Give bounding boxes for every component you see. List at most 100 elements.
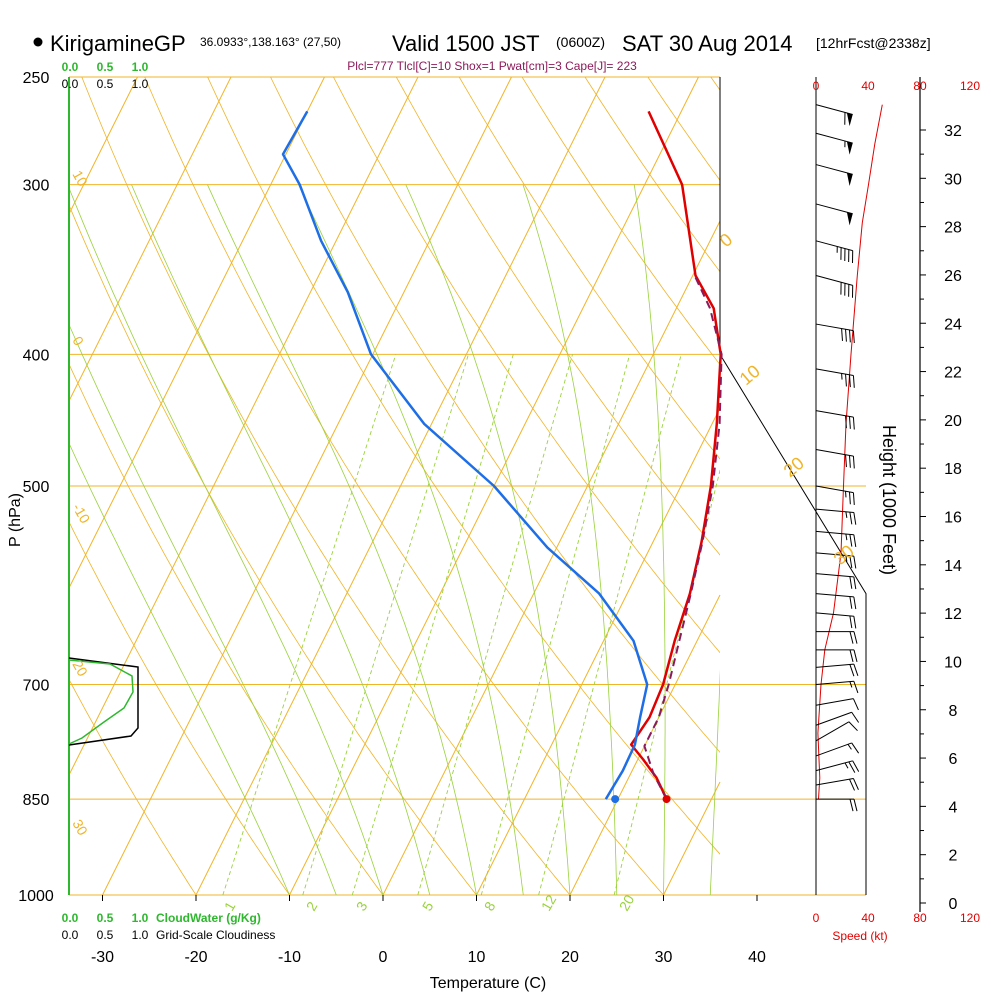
wind-barb-feather	[849, 512, 853, 525]
mixing-ratio-label: 12	[538, 892, 560, 914]
wind-barb-staff	[815, 104, 853, 115]
wind-barb	[815, 612, 857, 629]
mixing-ratio-line	[480, 354, 631, 895]
station-marker-icon	[33, 37, 43, 47]
speed-tick-label-top: 120	[960, 79, 980, 93]
wind-barb-staff	[815, 240, 853, 252]
wind-barb	[815, 485, 855, 505]
isotherm-label: 20	[780, 453, 808, 481]
mixing-ratio-line	[351, 354, 514, 895]
isotherm-line	[195, 76, 606, 896]
wind-barb-staff	[815, 680, 854, 686]
wind-barb-flag	[846, 172, 853, 187]
cloudwater-scale-bottom: 0.5	[97, 911, 114, 925]
mixing-ratio-line	[417, 354, 573, 895]
mixing-ratio-line	[302, 354, 469, 895]
dry-adiabat-line	[144, 77, 664, 895]
isotherm-line	[382, 220, 721, 896]
cloudiness-scale-top: 0.5	[97, 77, 114, 91]
wind-barb-staff	[815, 777, 854, 786]
wind-barb	[816, 798, 858, 812]
dry-adiabat-label: 10	[69, 168, 91, 190]
height-tick-label: 4	[949, 799, 958, 816]
wind-barb-staff	[815, 663, 854, 668]
wind-barb	[815, 680, 859, 694]
wind-barb	[815, 777, 859, 791]
cloudwater-label: CloudWater (g/Kg)	[156, 911, 261, 925]
cloudiness-profile	[68, 657, 139, 746]
wind-barb	[815, 203, 853, 226]
cloudwater-scale-top: 0.0	[62, 60, 79, 74]
wind-barb-feather	[852, 698, 859, 711]
wind-barb-feather	[852, 375, 855, 388]
wind-barb-staff	[815, 612, 854, 617]
temperature-line	[629, 110, 722, 800]
height-tick-label: 2	[949, 848, 958, 865]
wind-barb-feather	[852, 492, 855, 505]
wind-barb	[815, 573, 857, 590]
surface-temperature-point	[662, 795, 671, 804]
wind-barb-feather	[849, 664, 855, 677]
wind-barb-feather	[848, 329, 851, 343]
temperature-tick-label: -30	[91, 949, 114, 966]
series-layer	[281, 110, 723, 804]
moist-adiabat-line	[405, 184, 571, 895]
dry-adiabat-line	[333, 77, 720, 654]
wind-barb-staff	[815, 275, 853, 286]
mixing-ratio-label: 20	[616, 892, 638, 914]
wind-barb-feather	[845, 454, 847, 468]
moist-adiabat-line	[207, 184, 477, 895]
wind-barb	[815, 760, 860, 773]
wind-barb-feather	[845, 374, 847, 387]
mixing-ratio-line	[538, 354, 682, 895]
wind-barb	[815, 711, 860, 726]
speed-tick-label-bottom: 80	[913, 911, 927, 925]
wind-barb	[815, 164, 853, 187]
height-tick-label: 10	[944, 654, 962, 671]
mixing-ratio-line	[222, 354, 397, 895]
pressure-tick-label: 850	[23, 792, 50, 809]
wind-barb-feather	[851, 711, 860, 723]
height-tick-label: 30	[944, 171, 962, 188]
isotherm-line	[476, 407, 721, 896]
wind-barb	[815, 410, 855, 430]
speed-tick-label-bottom: 0	[813, 911, 820, 925]
wind-barb-feather	[853, 534, 857, 548]
dry-adiabat-line	[900, 77, 1000, 895]
wind-barb-flag	[846, 141, 853, 155]
speed-tick-label-top: 0	[813, 79, 820, 93]
cloudiness-scale-bottom: 1.0	[132, 928, 149, 942]
dry-adiabat-line	[458, 77, 720, 460]
wind-barb	[815, 552, 857, 569]
height-axis-label: Height (1000 Feet)	[879, 425, 899, 575]
side-panel-layer	[68, 104, 883, 812]
dry-adiabat-line	[270, 77, 720, 753]
wind-barb-half-feather	[845, 555, 848, 562]
wind-barb-feather	[852, 330, 855, 344]
wind-barb-half-feather	[844, 762, 849, 769]
wind-barb-feather	[853, 576, 857, 590]
height-tick-label: 22	[944, 365, 962, 382]
wind-barb-feather	[853, 798, 858, 812]
wind-barb-staff	[815, 742, 852, 757]
wind-barb-staff	[815, 368, 854, 376]
height-tick-label: 6	[949, 751, 958, 768]
height-tick-label: 8	[949, 703, 958, 720]
wind-barb-feather	[853, 631, 858, 644]
wind-barb-feather	[853, 556, 857, 569]
wind-barb-feather	[849, 649, 854, 662]
wind-barb-half-feather	[849, 681, 853, 688]
wind-barb-feather	[848, 455, 851, 468]
wind-barb-half-feather	[845, 511, 848, 518]
cloudiness-scale-top: 1.0	[132, 77, 149, 91]
wind-barb-staff	[815, 573, 854, 578]
wind-barb-staff	[815, 530, 854, 536]
wind-barb-feather	[853, 663, 859, 676]
wind-barb-feather	[848, 374, 851, 388]
isotherm-label: 10	[736, 361, 764, 389]
temperature-tick-label: -10	[278, 949, 301, 966]
height-tick-label: 20	[944, 413, 962, 430]
pressure-tick-label: 250	[23, 70, 50, 87]
wind-barb-feather	[849, 631, 854, 644]
plot-right-edge	[719, 77, 867, 895]
